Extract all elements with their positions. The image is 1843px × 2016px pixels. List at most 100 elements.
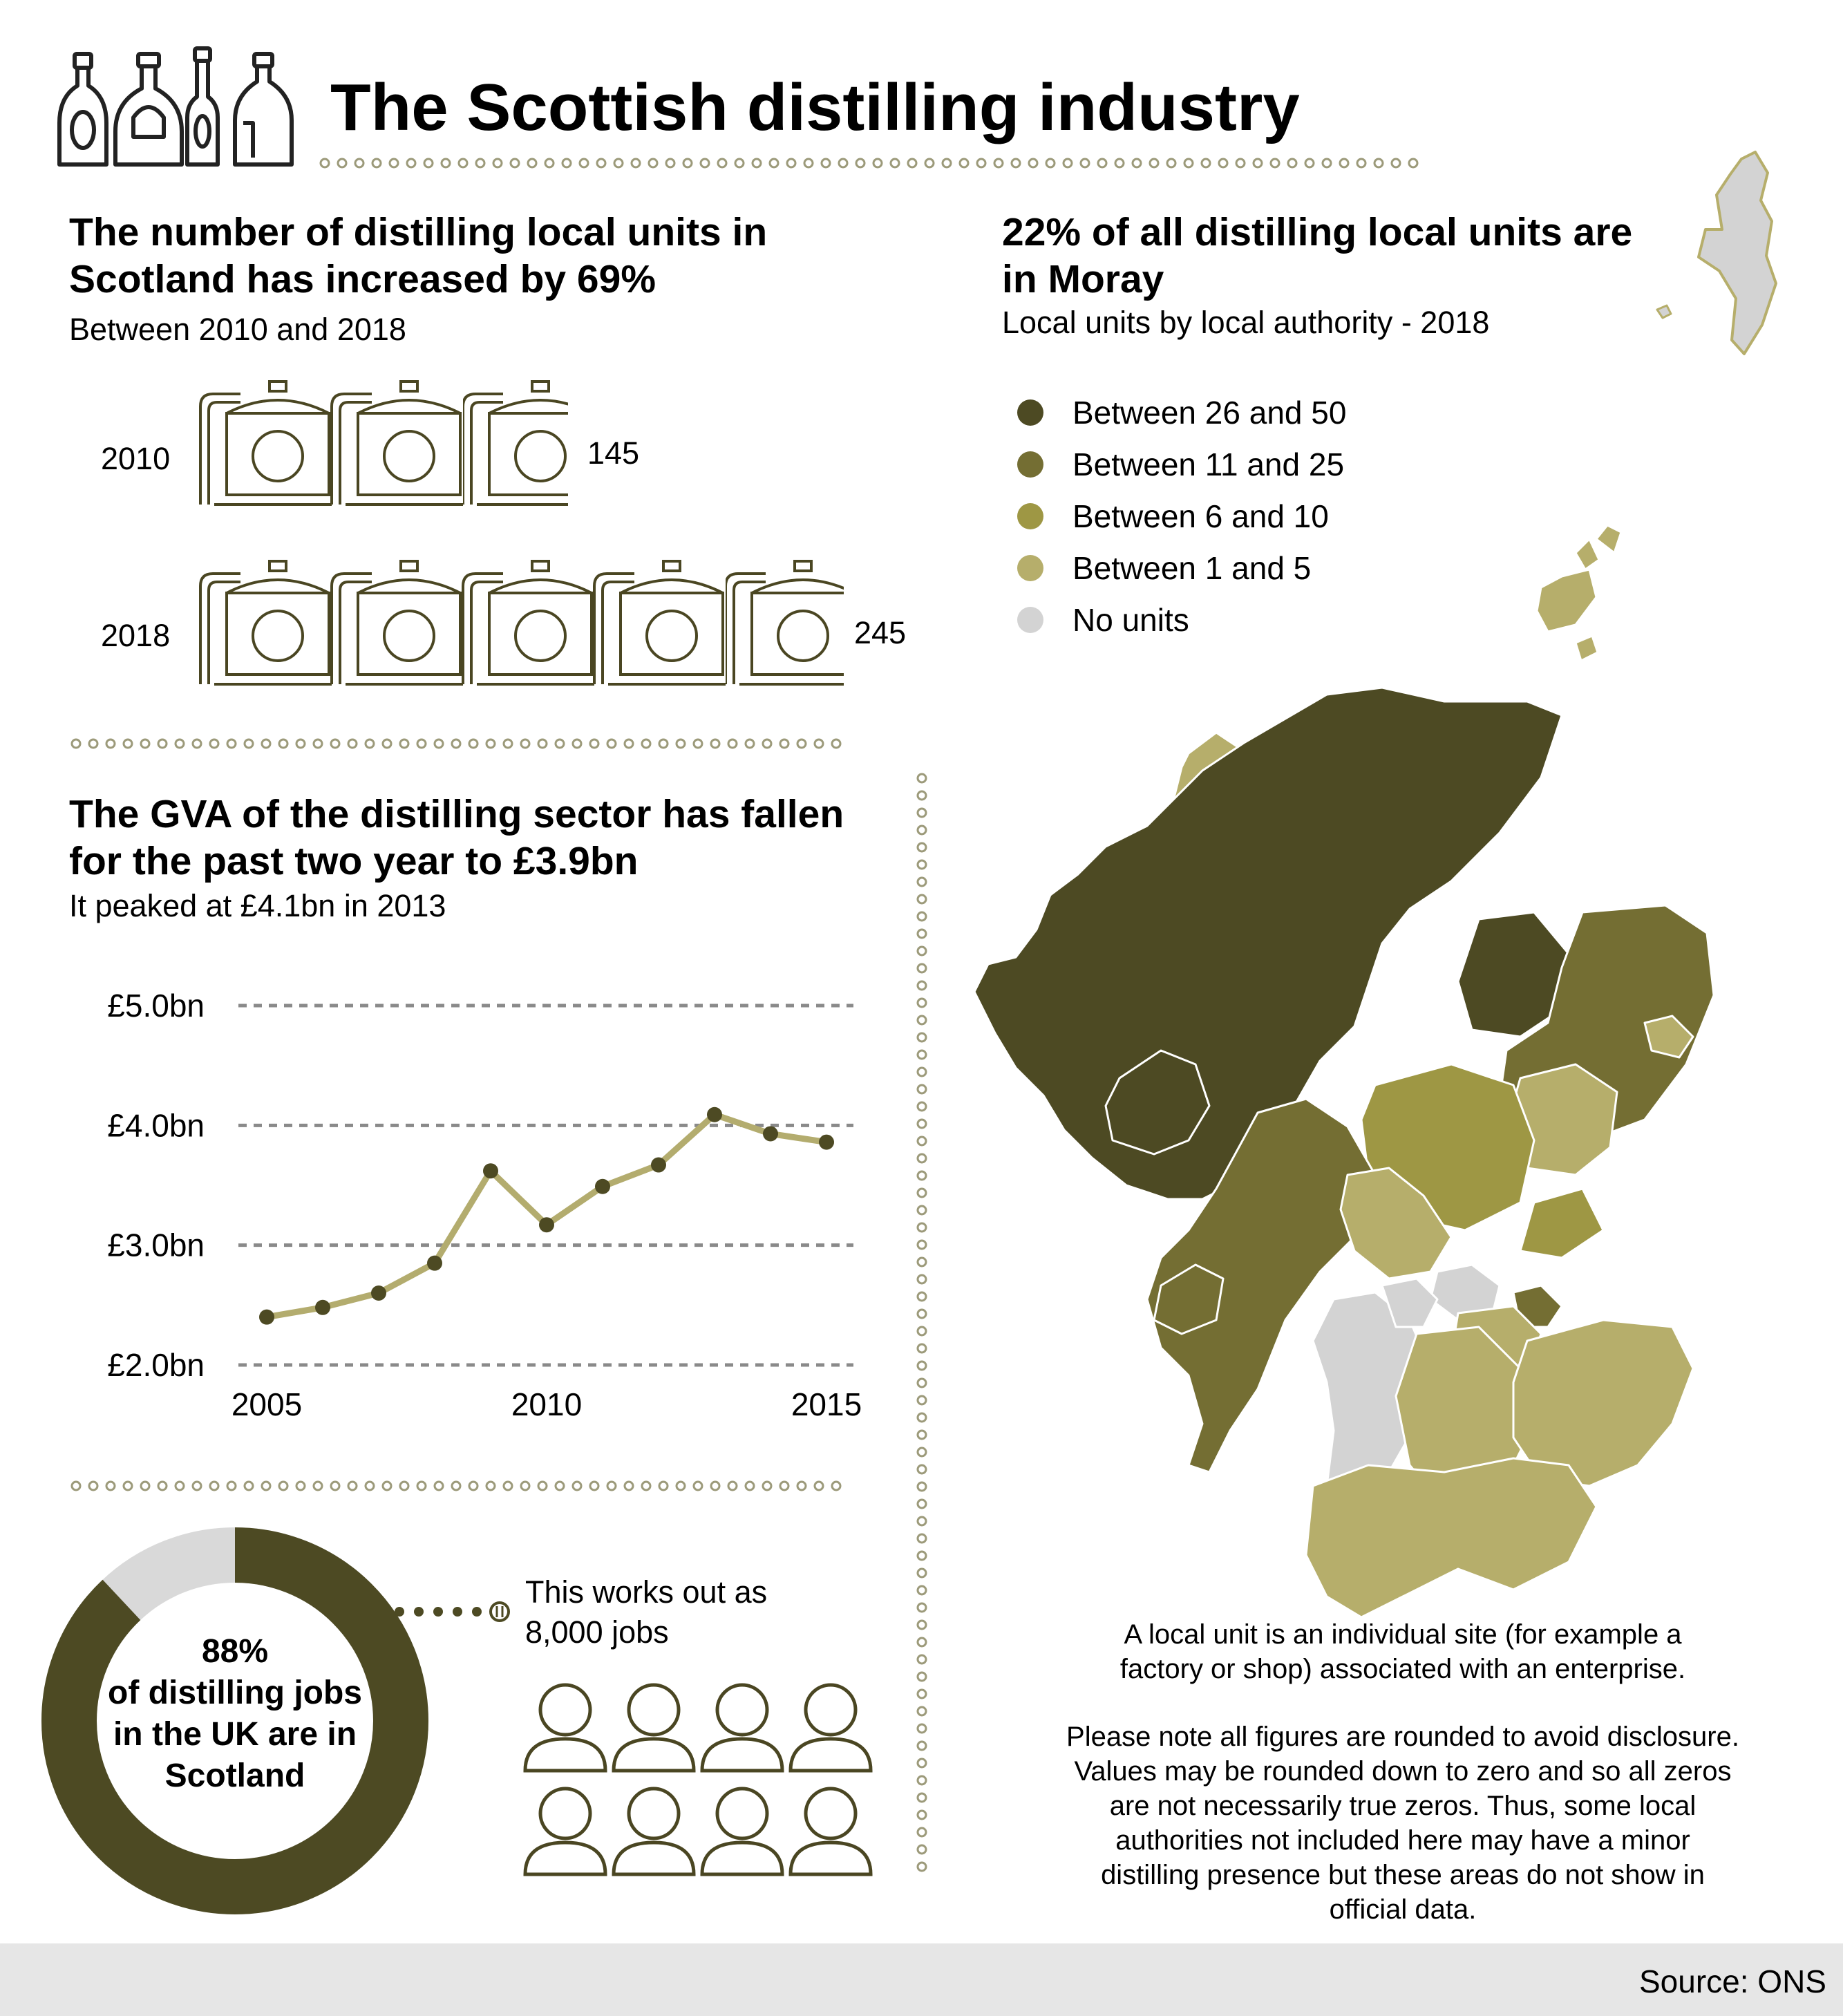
legend-label: Between 1 and 5 — [1072, 550, 1312, 586]
divider-dot — [337, 158, 348, 169]
divider-dot — [692, 738, 703, 749]
jobs-connector — [395, 1601, 510, 1622]
units-value-2018: 245 — [854, 615, 907, 650]
divider-dot — [381, 1480, 393, 1491]
donut-scotland-arc — [41, 1527, 428, 1914]
still-icon — [462, 560, 594, 686]
data-point — [595, 1178, 610, 1194]
divider-dot — [916, 1861, 927, 1872]
divider-dot — [916, 1395, 927, 1406]
person-icon — [700, 1683, 784, 1773]
divider-dot — [1183, 158, 1194, 169]
divider-dot — [717, 158, 728, 169]
divider-dot — [820, 158, 831, 169]
divider-dot — [1390, 158, 1401, 169]
divider-dot — [527, 158, 538, 169]
divider-dot — [762, 1480, 773, 1491]
legend-item-1-5: Between 1 and 5 — [1017, 549, 1311, 587]
divider-dot — [658, 1480, 669, 1491]
divider-dot — [916, 1136, 927, 1147]
jobs-donut-chart — [41, 1527, 428, 1914]
divider-dot — [796, 738, 807, 749]
divider-dot — [451, 1480, 462, 1491]
divider-dot — [509, 158, 520, 169]
divider-dot — [958, 158, 970, 169]
gva-line-chart: £5.0bn £4.0bn £3.0bn £2.0bn 2005 2010 2015 — [107, 988, 862, 1422]
gva-heading-line2: for the past two year to £3.9bn — [69, 839, 639, 883]
divider-dot — [916, 911, 927, 922]
jobs-works-out-line2: 8,000 jobs — [525, 1614, 669, 1650]
data-point — [427, 1255, 442, 1271]
data-point — [371, 1285, 386, 1301]
divider-dot — [475, 158, 486, 169]
divider-dot — [916, 773, 927, 784]
divider-dot — [451, 738, 462, 749]
donut-caption-line2: in the UK are in — [113, 1716, 357, 1753]
donut-caption-line3: Scotland — [164, 1758, 305, 1794]
divider-dot — [916, 1740, 927, 1751]
divider-dot — [675, 1480, 686, 1491]
divider-dot — [623, 1480, 634, 1491]
divider-dot — [1304, 158, 1315, 169]
divider-dot — [916, 1567, 927, 1579]
divider-dot — [916, 1101, 927, 1112]
source-label: Source: ONS — [1639, 1963, 1826, 1999]
divider-dot — [388, 158, 399, 169]
divider-dot — [312, 1480, 323, 1491]
person-icon — [788, 1683, 873, 1773]
divider-dot — [295, 738, 306, 749]
divider-dot — [122, 1480, 133, 1491]
divider-dot — [710, 738, 721, 749]
units-value-2010: 145 — [587, 435, 640, 471]
units-heading-line2: Scotland has increased by 69% — [69, 257, 656, 301]
divider-dot — [606, 738, 617, 749]
divider-dot — [1321, 158, 1332, 169]
legend-label: Between 6 and 10 — [1072, 498, 1329, 534]
stills-row-2010 — [199, 380, 568, 506]
divider-dot — [916, 997, 927, 1008]
dumfries-galloway-region — [1305, 1457, 1598, 1619]
divider-dot — [924, 158, 935, 169]
person-icon — [612, 1683, 696, 1773]
note2-line1: Please note all figures are rounded to a… — [1066, 1722, 1739, 1752]
divider-dot — [606, 1480, 617, 1491]
divider-dot — [1028, 158, 1039, 169]
divider-dot — [261, 738, 272, 749]
divider-dot — [157, 738, 168, 749]
divider-dot — [916, 1118, 927, 1129]
divider-dot — [796, 1480, 807, 1491]
divider-dot — [916, 1602, 927, 1613]
divider-dot — [381, 738, 393, 749]
divider-dot — [916, 1758, 927, 1769]
divider-dot — [140, 1480, 151, 1491]
map-heading-line1: 22% of all distilling local units are — [1002, 210, 1633, 254]
person-icon — [612, 1787, 696, 1876]
legend-label: No units — [1072, 602, 1189, 638]
still-icon — [330, 560, 463, 686]
divider-dot — [916, 1516, 927, 1527]
divider-dot — [423, 158, 434, 169]
data-point — [483, 1163, 498, 1179]
divider-dot — [916, 1066, 927, 1077]
divider-dot — [554, 738, 565, 749]
divider-dot — [916, 876, 927, 887]
still-icon — [463, 380, 568, 506]
divider-dot — [1373, 158, 1384, 169]
divider-dot — [157, 1480, 168, 1491]
divider-dot — [976, 158, 987, 169]
divider-dot — [88, 738, 99, 749]
divider-dot — [226, 1480, 237, 1491]
y-tick-label: £4.0bn — [107, 1107, 205, 1143]
donut-percent: 88% — [201, 1633, 269, 1670]
divider-dot — [916, 928, 927, 939]
divider-dot — [682, 158, 693, 169]
data-point — [259, 1309, 274, 1325]
note2-line6: official data. — [1329, 1894, 1477, 1925]
divider-dot — [993, 158, 1004, 169]
divider-dot — [838, 158, 849, 169]
divider-dot — [261, 1480, 272, 1491]
divider-dot — [916, 1343, 927, 1354]
divider-dot — [457, 158, 469, 169]
gva-divider — [70, 1480, 842, 1491]
